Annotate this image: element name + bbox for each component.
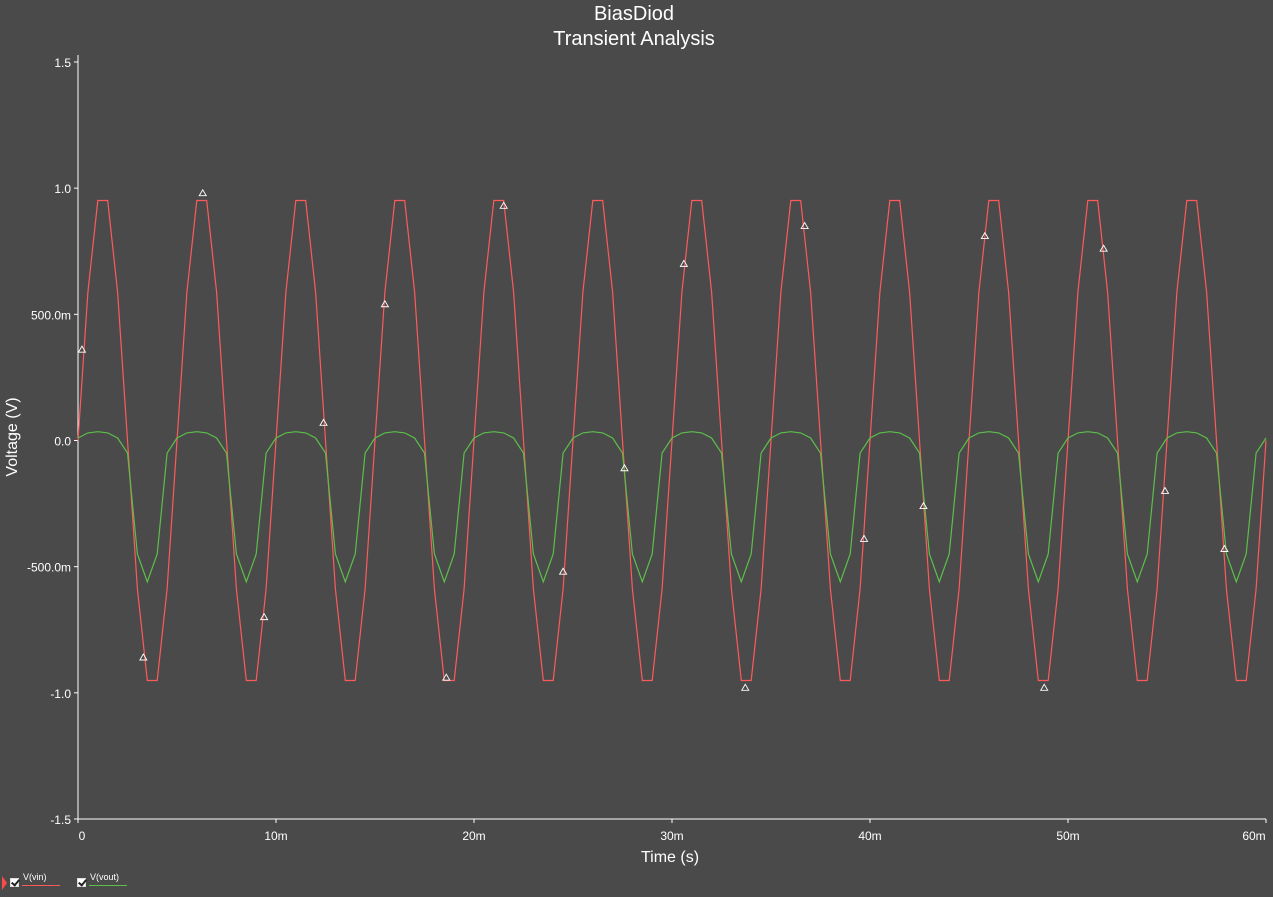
chart-title: BiasDiod xyxy=(594,3,674,25)
data-point-marker xyxy=(919,501,928,510)
y-tick-label: 0.0 xyxy=(54,435,71,449)
data-point-marker xyxy=(1039,683,1049,691)
x-tick-label: 30m xyxy=(660,829,683,843)
data-point-marker xyxy=(1220,544,1229,552)
data-point-marker xyxy=(198,188,208,197)
x-axis-label: Time (s) xyxy=(641,849,699,866)
vin-checkbox[interactable] xyxy=(10,878,19,887)
x-tick-label: 10m xyxy=(264,829,287,843)
data-point-marker xyxy=(740,683,750,691)
y-tick-label: -1.0 xyxy=(50,687,71,701)
legend: V(vin) V(vout) xyxy=(0,868,300,894)
data-point-marker xyxy=(77,345,87,353)
legend-label-vout: V(vout) xyxy=(90,872,120,882)
data-point-marker xyxy=(800,221,809,229)
x-tick-label: 50m xyxy=(1056,829,1079,843)
y-tick-label: -1.5 xyxy=(50,813,71,827)
y-tick-label: 500.0m xyxy=(31,308,71,322)
legend-swatch-vin xyxy=(22,885,60,886)
legend-label-vin: V(vin) xyxy=(23,872,47,882)
data-point-marker xyxy=(980,231,990,240)
y-tick-label: 1.0 xyxy=(54,182,71,196)
x-tick-label: 40m xyxy=(858,829,881,843)
legend-item-vout[interactable]: V(vout) xyxy=(77,872,127,892)
chart-subtitle: Transient Analysis xyxy=(553,28,715,50)
legend-selection-marker xyxy=(2,876,7,890)
legend-item-vin[interactable]: V(vin) xyxy=(10,872,60,892)
data-point-marker xyxy=(319,418,328,426)
data-point-marker xyxy=(1099,244,1108,252)
legend-swatch-vout xyxy=(89,885,127,886)
series-line-vvin xyxy=(77,199,1267,682)
data-point-marker xyxy=(558,567,568,575)
data-point-marker xyxy=(139,653,148,661)
y-axis-label: Voltage (V) xyxy=(4,397,21,476)
x-tick-label: 60m xyxy=(1242,829,1265,843)
plot-area[interactable]: 1.5 1.0 500.0m 0.0 -500.0m -1.0 -1.5 0 10m 20m 30m… xyxy=(27,55,1267,843)
data-point-marker xyxy=(1160,486,1170,494)
y-tick-label: -500.0m xyxy=(27,561,71,575)
data-point-marker xyxy=(620,463,629,472)
y-tick-label: 1.5 xyxy=(54,56,71,70)
x-tick-label: 20m xyxy=(462,829,485,843)
data-point-marker xyxy=(679,259,689,267)
data-point-marker xyxy=(259,612,269,621)
x-tick-label: 0 xyxy=(79,829,86,843)
data-point-marker xyxy=(499,201,508,209)
vout-checkbox[interactable] xyxy=(77,878,86,887)
series-line-vvout xyxy=(77,431,1267,584)
data-point-marker xyxy=(441,673,451,681)
data-point-marker xyxy=(380,299,390,308)
data-point-marker xyxy=(859,534,869,542)
